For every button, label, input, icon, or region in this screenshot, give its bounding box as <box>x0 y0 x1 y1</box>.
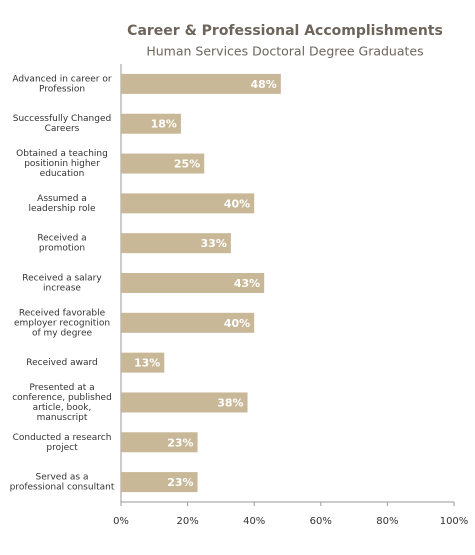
value-label: 38% <box>217 396 243 409</box>
y-tick-label: Served as a <box>36 473 89 483</box>
y-tick-label: Advanced in career or <box>12 74 111 84</box>
y-tick-label: promotion <box>39 244 85 254</box>
value-label: 23% <box>167 476 193 489</box>
y-tick-label: Received a <box>37 234 86 244</box>
y-tick-label: Obtained a teaching <box>16 149 108 159</box>
bar <box>121 312 255 333</box>
y-tick-label: positionin higher <box>24 159 100 169</box>
value-label: 48% <box>250 78 276 91</box>
value-label: 40% <box>224 317 250 330</box>
value-label: 23% <box>167 436 193 449</box>
y-tick-label: project <box>46 443 78 453</box>
y-tick-label: of my degree <box>32 328 92 338</box>
value-label: 33% <box>201 237 227 250</box>
y-tick-label: Profession <box>39 84 85 94</box>
bar <box>121 233 231 254</box>
y-tick-label: leadership role <box>28 204 95 214</box>
value-label: 25% <box>174 158 200 171</box>
y-tick-label: employer recognition <box>14 318 110 328</box>
x-tick-label: 20% <box>176 516 198 527</box>
y-tick-label: professional consultant <box>10 483 115 493</box>
bar <box>121 352 165 373</box>
bar <box>121 73 281 94</box>
y-tick-label: Careers <box>45 124 80 134</box>
bar <box>121 273 265 293</box>
y-tick-label: conference, published <box>12 393 112 403</box>
x-tick-label: 60% <box>310 516 332 527</box>
y-tick-label: Presented at a <box>29 383 94 393</box>
y-tick-label: Assumed a <box>37 194 87 204</box>
value-label: 13% <box>134 357 160 370</box>
x-tick-label: 0% <box>113 516 129 527</box>
y-tick-label: Successfully Changed <box>13 114 111 124</box>
x-tick-label: 100% <box>440 516 469 527</box>
x-tick-label: 80% <box>376 516 398 527</box>
chart-subtitle: Human Services Doctoral Degree Graduates <box>146 44 423 59</box>
value-label: 18% <box>151 118 177 131</box>
y-tick-label: manuscript <box>37 413 88 423</box>
bar <box>121 392 248 413</box>
y-tick-label: education <box>40 169 85 179</box>
value-label: 43% <box>234 277 260 290</box>
bar <box>121 472 198 493</box>
y-tick-label: increase <box>43 284 81 294</box>
bar <box>121 113 181 134</box>
bar <box>121 193 255 214</box>
value-label: 40% <box>224 197 250 210</box>
bar <box>121 432 198 453</box>
x-tick-label: 40% <box>243 516 265 527</box>
y-tick-label: article, book, <box>33 403 92 413</box>
y-tick-label: Received a salary <box>22 274 102 284</box>
y-tick-label: Received favorable <box>19 308 106 318</box>
chart-title: Career & Professional Accomplishments <box>127 23 443 39</box>
bar <box>121 153 205 174</box>
y-tick-label: Conducted a research <box>13 433 112 443</box>
y-tick-label: Received award <box>26 358 97 368</box>
